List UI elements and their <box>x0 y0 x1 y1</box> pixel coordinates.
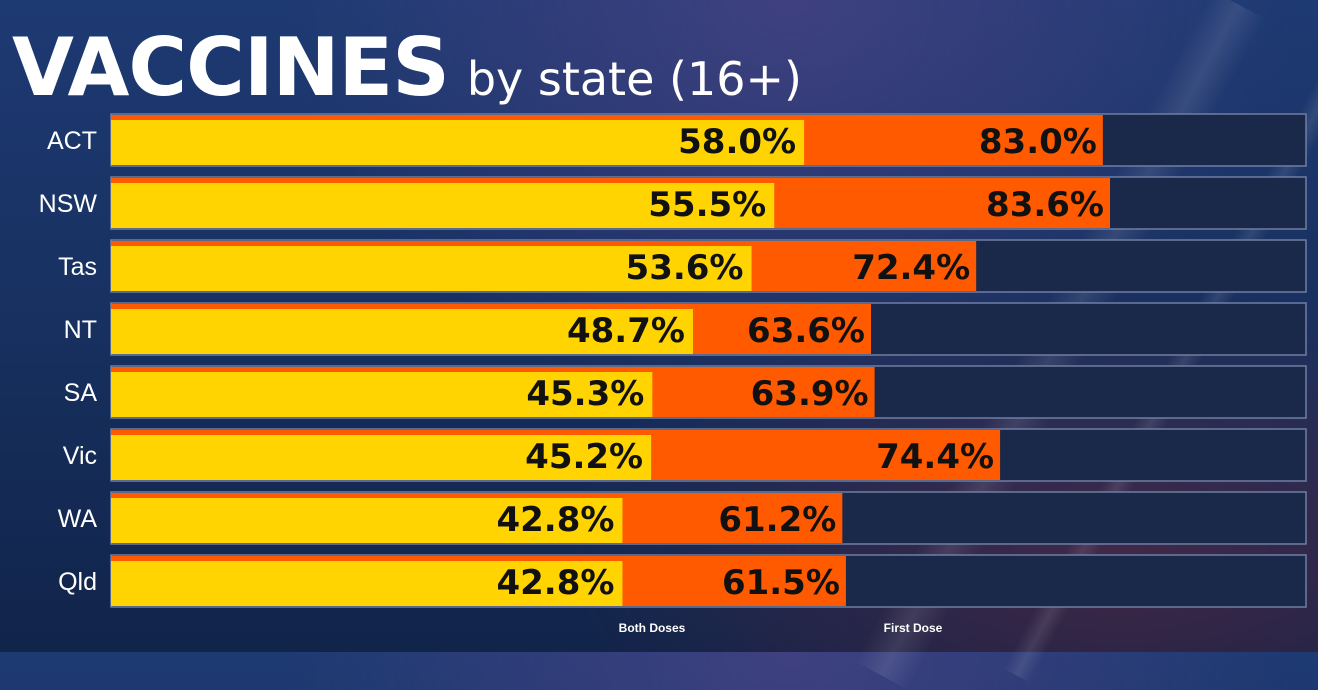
value-label-both-doses: 42.8% <box>496 500 614 540</box>
state-label: Tas <box>58 253 97 281</box>
bar-both-doses <box>111 498 623 543</box>
value-label-first-dose: 83.0% <box>979 122 1097 162</box>
value-label-first-dose: 61.5% <box>722 563 840 603</box>
chart-row-tas: Tas 53.6% 72.4% <box>58 239 1307 293</box>
chart-header: VACCINES by state (16+) <box>12 8 802 108</box>
value-label-first-dose: 74.4% <box>876 437 994 477</box>
chart-row-nsw: NSW 55.5% 83.6% <box>39 176 1307 230</box>
value-label-first-dose: 63.9% <box>751 374 869 414</box>
bar-both-doses <box>111 309 693 354</box>
chart-row-wa: WA 42.8% 61.2% <box>58 491 1307 545</box>
bar-both-doses <box>111 120 805 165</box>
chart-row-vic: Vic 45.2% 74.4% <box>63 428 1307 482</box>
bar-chart: ACT 58.0% 83.0% NSW 55.5% 83.6% Tas 53.6% 72.4% N… <box>39 113 1307 635</box>
chart-subtitle: by state (16+) <box>466 52 802 106</box>
state-label: NT <box>64 316 97 344</box>
chart-row-qld: Qld 42.8% 61.5% <box>58 554 1307 608</box>
bar-both-doses <box>111 561 623 606</box>
value-label-first-dose: 63.6% <box>747 311 865 351</box>
value-label-both-doses: 58.0% <box>678 122 796 162</box>
value-label-first-dose: 83.6% <box>986 185 1104 225</box>
bar-both-doses <box>111 183 775 228</box>
state-label: ACT <box>47 127 97 155</box>
value-label-both-doses: 45.2% <box>525 437 643 477</box>
bar-both-doses <box>111 246 752 291</box>
state-label: NSW <box>39 190 98 218</box>
bar-both-doses <box>111 435 652 480</box>
chart-row-nt: NT 48.7% 63.6% <box>64 302 1307 356</box>
value-label-both-doses: 42.8% <box>496 563 614 603</box>
chart-row-sa: SA 45.3% 63.9% <box>64 365 1307 419</box>
value-label-first-dose: 72.4% <box>852 248 970 288</box>
chart-rows: ACT 58.0% 83.0% NSW 55.5% 83.6% Tas 53.6% 72.4% N… <box>39 113 1307 608</box>
chart-legend: Both Doses First Dose <box>619 621 943 635</box>
bar-both-doses <box>111 372 653 417</box>
value-label-both-doses: 48.7% <box>567 311 685 351</box>
value-label-both-doses: 45.3% <box>526 374 644 414</box>
chart-title: VACCINES <box>12 21 450 114</box>
legend-item-both-doses: Both Doses <box>619 621 686 635</box>
value-label-both-doses: 53.6% <box>626 248 744 288</box>
state-label: Qld <box>58 568 97 596</box>
state-label: WA <box>58 505 98 533</box>
state-label: SA <box>64 379 98 407</box>
value-label-both-doses: 55.5% <box>648 185 766 225</box>
chart-row-act: ACT 58.0% 83.0% <box>47 113 1307 167</box>
legend-item-first-dose: First Dose <box>884 621 943 635</box>
value-label-first-dose: 61.2% <box>718 500 836 540</box>
state-label: Vic <box>63 442 97 470</box>
